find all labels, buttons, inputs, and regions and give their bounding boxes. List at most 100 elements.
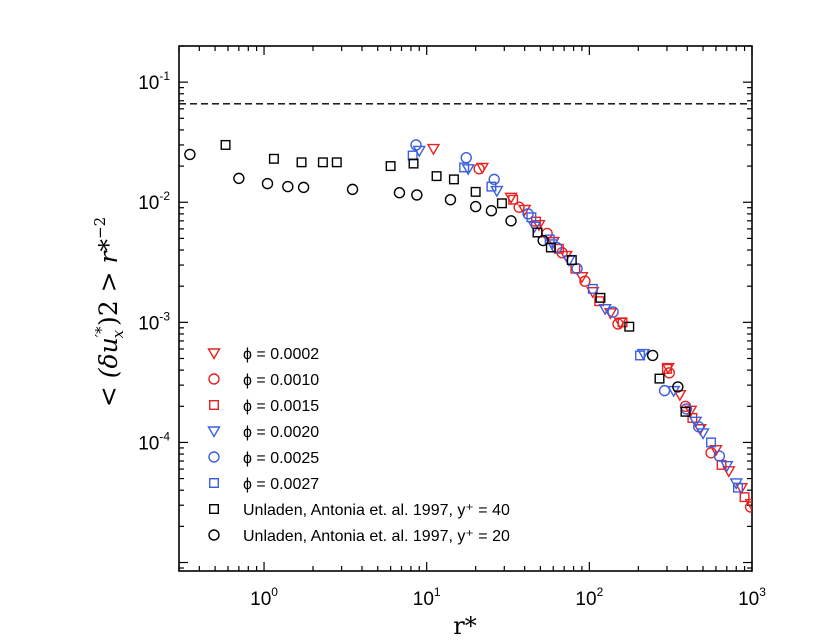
y-axis-title: < (δu′*x )2 > r*−2: [91, 217, 127, 407]
data-point: [513, 201, 525, 213]
data-point: [448, 174, 459, 185]
legend-item: ϕ = 0.0015: [208, 398, 319, 415]
legend-marker: [207, 426, 221, 438]
data-point: [282, 180, 294, 193]
legend-marker: [208, 478, 219, 489]
data-point: [469, 200, 482, 213]
y-title-main: (δu: [94, 337, 123, 378]
data-point: [672, 381, 684, 393]
data-point: [713, 450, 726, 462]
data-point: [485, 205, 498, 217]
legend-label: ϕ = 0.0027: [243, 476, 319, 493]
data-point: [680, 406, 691, 417]
legend-marker: [208, 504, 219, 515]
data-point: [532, 227, 543, 238]
data-point: [579, 275, 591, 287]
data-point: [526, 212, 537, 223]
y-tick-label: 10-2: [138, 189, 170, 214]
x-axis-title: r*: [453, 612, 476, 640]
data-point: [594, 296, 605, 307]
y-title-r: r*: [94, 238, 123, 263]
y-title-sub: x: [109, 329, 127, 338]
data-point: [551, 241, 563, 254]
data-point: [496, 198, 507, 209]
data-point: [598, 303, 612, 316]
y-title-exp: −2: [91, 217, 109, 239]
plot-frame: [178, 45, 753, 572]
x-tick-labels: 100 101 102 103: [250, 585, 766, 610]
legend-item: Unladen, Antonia et. al. 1997, y⁺ = 20: [208, 528, 510, 545]
data-point: [607, 306, 619, 318]
data-point: [575, 271, 589, 284]
data-point: [537, 234, 549, 247]
data-point: [410, 139, 422, 151]
data-point: [586, 286, 600, 299]
series-7: [184, 148, 684, 393]
y-title-open: <: [94, 386, 123, 407]
data-point: [566, 255, 577, 266]
data-point: [587, 283, 598, 294]
legend-label: ϕ = 0.0015: [243, 398, 319, 415]
data-point: [296, 157, 307, 168]
data-point: [488, 173, 500, 186]
data-point: [673, 389, 687, 402]
legend-label: ϕ = 0.0020: [243, 424, 319, 441]
data-point: [658, 384, 671, 397]
legend-item: ϕ = 0.0025: [208, 450, 319, 467]
data-point: [317, 157, 328, 168]
data-point: [261, 177, 274, 190]
data-point: [527, 221, 542, 234]
data-point: [517, 204, 532, 217]
data-point: [545, 242, 556, 253]
data-point: [220, 139, 231, 150]
data-point: [720, 461, 734, 473]
data-point: [297, 181, 310, 194]
x-tick-label: 101: [413, 585, 441, 610]
series-5: [407, 150, 743, 493]
data-point: [654, 373, 665, 384]
data-point: [595, 292, 606, 303]
legend-marker: [208, 451, 220, 463]
data-point: [692, 421, 705, 433]
data-point: [385, 161, 396, 172]
y-tick-labels: 10-4 10-3 10-2 10-1: [138, 69, 170, 454]
data-point: [346, 183, 359, 196]
data-point: [744, 501, 752, 513]
legend-item: ϕ = 0.0020: [207, 424, 319, 441]
data-point: [411, 189, 423, 201]
legend-label: Unladen, Antonia et. al. 1997, y⁺ = 20: [243, 528, 510, 545]
legend-label: Unladen, Antonia et. al. 1997, y⁺ = 40: [243, 502, 510, 519]
x-tick-label: 100: [250, 585, 278, 610]
legend: ϕ = 0.0002 ϕ = 0.0010 ϕ = 0.0015 ϕ = 0.0020…: [207, 346, 510, 545]
data-point: [426, 143, 441, 156]
data-point: [522, 208, 534, 220]
x-tick-label: 103: [738, 585, 766, 610]
y-title-prime: ′*: [92, 326, 110, 337]
axis-ticks: [178, 45, 753, 571]
data-point: [636, 348, 651, 361]
legend-label: ϕ = 0.0025: [243, 450, 319, 467]
legend-label: ϕ = 0.0010: [243, 372, 319, 389]
data-point: [486, 181, 497, 192]
legend-item: Unladen, Antonia et. al. 1997, y⁺ = 40: [208, 502, 510, 519]
legend-item: ϕ = 0.0027: [208, 476, 319, 493]
data-point: [184, 148, 196, 161]
data-point: [732, 482, 743, 493]
data-point: [508, 194, 519, 205]
data-point: [739, 492, 750, 503]
data-point: [646, 349, 659, 362]
data-point: [661, 363, 672, 374]
data-point: [571, 262, 583, 275]
x-tick-label: 102: [575, 585, 603, 610]
series-6: [220, 139, 691, 417]
data-point: [624, 321, 635, 332]
data-point: [706, 437, 717, 448]
data-point: [233, 172, 245, 185]
legend-marker: [208, 373, 220, 385]
y-title-close: )2: [94, 300, 123, 326]
legend-marker: [208, 529, 220, 541]
legend-label: ϕ = 0.0002: [243, 346, 319, 363]
y-title-gt: >: [94, 271, 123, 292]
data-points: [184, 139, 752, 513]
